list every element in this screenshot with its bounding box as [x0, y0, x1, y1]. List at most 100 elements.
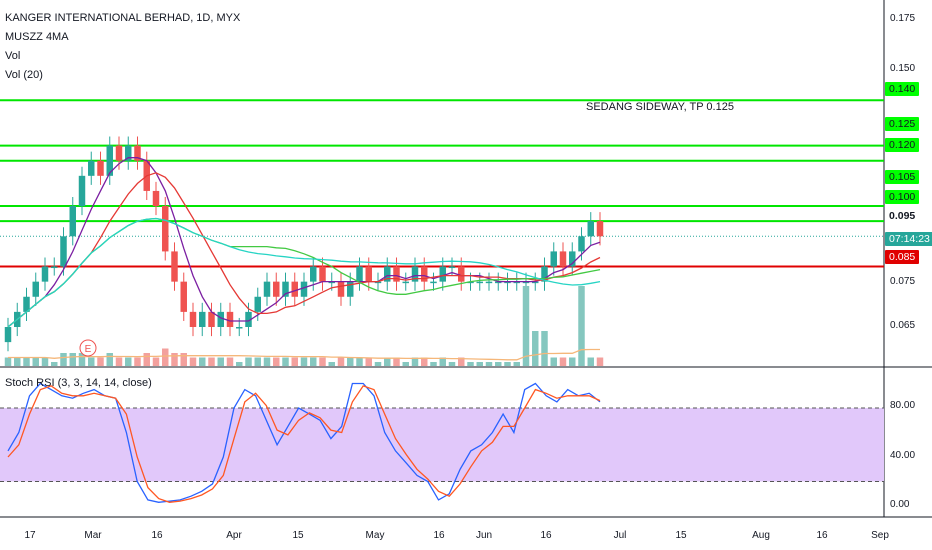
volume-bar [143, 353, 150, 366]
volume-bar [282, 357, 289, 366]
price-level-tag: 0.125 [885, 117, 920, 131]
candle [550, 251, 557, 267]
symbol-title[interactable]: KANGER INTERNATIONAL BERHAD, 1D, MYX [5, 12, 241, 24]
volume-bar [189, 357, 197, 366]
time-tick-label: Mar [84, 530, 102, 541]
vol-indicator-label[interactable]: Vol [5, 50, 21, 62]
candle [208, 311, 215, 327]
volume-bar [421, 357, 428, 366]
candle [115, 145, 123, 161]
rsi-tick-label: 80.00 [890, 400, 916, 411]
time-tick-label: Jul [613, 530, 627, 541]
candle [106, 145, 113, 176]
volume-bar [97, 357, 104, 366]
candle [97, 160, 104, 176]
time-tick-label: Apr [226, 530, 242, 541]
candle [421, 266, 428, 282]
candle [310, 266, 317, 282]
ma-fast-line [7, 157, 601, 328]
text-annotation[interactable]: SEDANG SIDEWAY, TP 0.125 [586, 101, 734, 113]
volume-bar [596, 357, 604, 366]
price-level-tag: 0.085 [885, 250, 920, 264]
volume-bar [485, 362, 493, 366]
ma-slow-line [7, 172, 601, 328]
candle [134, 145, 141, 161]
time-tick-label: 16 [540, 530, 552, 541]
volume-bar [208, 357, 215, 366]
ma-indicator-label[interactable]: MUSZZ 4MA [5, 31, 69, 43]
volume-bar [559, 357, 567, 366]
volume-bar [236, 362, 243, 366]
candle [88, 160, 95, 176]
candle [189, 311, 197, 327]
rsi-tick-label: 40.00 [890, 450, 916, 461]
candle [180, 281, 187, 312]
time-tick-label: 15 [292, 530, 304, 541]
time-tick-label: May [365, 530, 385, 541]
price-tick-label: 0.150 [890, 63, 916, 74]
candle [485, 281, 493, 284]
ma-cyan-line [7, 217, 601, 328]
volume-bar [495, 362, 502, 366]
volume-bar [541, 331, 548, 366]
candle [32, 281, 39, 297]
candle [162, 206, 169, 252]
candle [217, 311, 224, 327]
volume-bar [319, 357, 326, 366]
price-level-tag: 0.105 [885, 170, 920, 184]
volume-bar [356, 357, 363, 366]
candle [559, 251, 567, 267]
candle [569, 251, 576, 267]
time-tick-label: 15 [675, 530, 687, 541]
volume-bar [365, 357, 372, 366]
volume-bar [347, 357, 354, 366]
candle [337, 281, 345, 297]
time-tick-label: 16 [433, 530, 445, 541]
time-tick-label: 16 [151, 530, 163, 541]
volume-bar [569, 357, 576, 366]
volume-bar [134, 357, 141, 366]
volume-bar [254, 357, 261, 366]
volume-bar [32, 357, 39, 366]
volume-bar [115, 357, 123, 366]
volume-bar [337, 357, 345, 366]
volume-bar [384, 357, 391, 366]
volume-bar [430, 362, 437, 366]
candle [374, 281, 382, 284]
candle [199, 311, 206, 327]
volume-bar [476, 362, 483, 366]
volume-bar [263, 357, 271, 366]
volume-bar [41, 357, 49, 366]
candle [23, 296, 30, 312]
volume-bar [199, 357, 206, 366]
volume-bar [51, 362, 58, 366]
candle [476, 281, 483, 284]
candle [365, 266, 372, 282]
volume-bar [273, 357, 280, 366]
price-level-tag: 0.100 [885, 190, 920, 204]
time-tick-label: Jun [475, 530, 493, 541]
volume-bar [458, 357, 465, 366]
volume-bar [78, 353, 86, 366]
time-tick-label: Aug [752, 530, 770, 541]
candle [273, 281, 280, 297]
price-tick-label: 0.075 [890, 276, 916, 287]
price-level-tag: 0.140 [885, 82, 920, 96]
volume-bar [402, 362, 409, 366]
candle [328, 281, 335, 284]
candle [448, 266, 456, 269]
candle [78, 175, 86, 207]
candle [439, 266, 446, 282]
volume-bar [14, 357, 21, 366]
stoch-rsi-label[interactable]: Stoch RSI (3, 3, 14, 14, close) [5, 377, 152, 389]
candle [41, 266, 49, 282]
volume-bar [300, 357, 308, 366]
volume-bar [513, 362, 520, 366]
candle [125, 145, 132, 161]
candle [411, 266, 419, 282]
vol20-indicator-label[interactable]: Vol (20) [5, 69, 43, 81]
candle [587, 221, 594, 237]
candle [467, 281, 474, 284]
time-tick-label: Sep [871, 530, 889, 541]
